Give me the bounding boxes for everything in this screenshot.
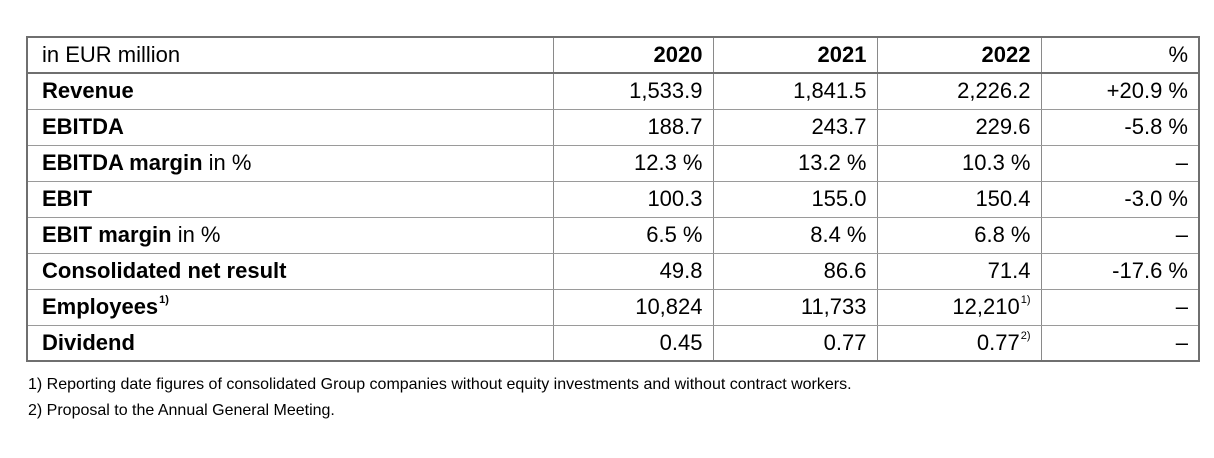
value-text: 0.77 bbox=[976, 329, 1020, 355]
financial-table-container: in EUR million 2020 2021 2022 % Revenue 1… bbox=[26, 36, 1200, 362]
value-text: 6.8 % bbox=[974, 222, 1031, 247]
value-text: 1,533.9 bbox=[629, 78, 703, 104]
value-2020: 0.45 bbox=[552, 325, 714, 362]
value-2020: 188.7 bbox=[552, 109, 714, 146]
key-figures-table: in EUR million 2020 2021 2022 % Revenue 1… bbox=[26, 36, 1200, 362]
table-row: EBIT margin in % 6.5 % 8.4 % 6.8 % – bbox=[26, 217, 1200, 254]
value-2021: 1,841.5 bbox=[712, 73, 878, 110]
table-row: Revenue 1,533.9 1,841.5 2,226.2 +20.9 % bbox=[26, 73, 1200, 110]
table-row: Dividend 0.45 0.77 0.772) – bbox=[26, 325, 1200, 362]
value-2021: 13.2 % bbox=[712, 145, 878, 182]
value-2021: 155.0 bbox=[712, 181, 878, 218]
value-2020: 6.5 % bbox=[552, 217, 714, 254]
value-2022: 71.4 bbox=[876, 253, 1042, 290]
value-2022: 2,226.2 bbox=[876, 73, 1042, 110]
value-text: 155.0 bbox=[811, 186, 867, 211]
year-header-2021: 2021 bbox=[712, 36, 878, 74]
row-label-cell: EBIT bbox=[26, 181, 554, 218]
value-text: 229.6 bbox=[975, 114, 1031, 139]
value-text: 71.4 bbox=[987, 258, 1031, 283]
table-body: Revenue 1,533.9 1,841.5 2,226.2 +20.9 % EBITD… bbox=[26, 73, 1200, 362]
row-label: Employees bbox=[42, 294, 159, 319]
value-text: 86.6 bbox=[823, 258, 867, 283]
table-row: EBITDA margin in % 12.3 % 13.2 % 10.3 % – bbox=[26, 145, 1200, 182]
value-text: 188.7 bbox=[647, 114, 703, 139]
value-2020: 100.3 bbox=[552, 181, 714, 218]
value-text: 1,841.5 bbox=[793, 78, 867, 104]
value-2022: 10.3 % bbox=[876, 145, 1042, 182]
value-2020: 10,824 bbox=[552, 289, 714, 326]
row-label: Dividend bbox=[42, 329, 135, 355]
table-row: EBITDA 188.7 243.7 229.6 -5.8 % bbox=[26, 109, 1200, 146]
change-percent: -5.8 % bbox=[1040, 109, 1200, 146]
row-label: EBIT bbox=[42, 186, 93, 211]
row-label-suffix: in % bbox=[202, 150, 252, 175]
row-label-cell: Consolidated net result bbox=[26, 253, 554, 290]
change-header: % bbox=[1040, 36, 1200, 74]
change-percent: – bbox=[1040, 145, 1200, 182]
row-label-cell: EBITDA bbox=[26, 109, 554, 146]
value-2022: 6.8 % bbox=[876, 217, 1042, 254]
value-text: 10,824 bbox=[635, 294, 703, 319]
value-text: 243.7 bbox=[811, 114, 867, 139]
change-percent: – bbox=[1040, 325, 1200, 362]
row-label-cell: EBITDA margin in % bbox=[26, 145, 554, 182]
value-2021: 11,733 bbox=[712, 289, 878, 326]
value-text: 11,733 bbox=[800, 294, 867, 319]
value-text: 0.77 bbox=[823, 329, 867, 355]
value-2021: 243.7 bbox=[712, 109, 878, 146]
value-text: 0.45 bbox=[659, 329, 703, 355]
change-percent: -3.0 % bbox=[1040, 181, 1200, 218]
footnote-marker: 1) bbox=[1020, 294, 1031, 306]
table-row: Consolidated net result 49.8 86.6 71.4 -17.6… bbox=[26, 253, 1200, 290]
footnote-marker: 2) bbox=[1020, 329, 1031, 342]
footnotes: 1) Reporting date figures of consolidate… bbox=[28, 372, 852, 424]
footnote-2: 2) Proposal to the Annual General Meetin… bbox=[28, 402, 335, 419]
value-2022: 12,2101) bbox=[876, 289, 1042, 326]
table-row: EBIT 100.3 155.0 150.4 -3.0 % bbox=[26, 181, 1200, 218]
change-percent: +20.9 % bbox=[1040, 73, 1200, 110]
row-label: Consolidated net result bbox=[42, 258, 287, 283]
value-text: 6.5 % bbox=[646, 222, 703, 247]
value-2021: 86.6 bbox=[712, 253, 878, 290]
value-text: 49.8 bbox=[659, 258, 703, 283]
row-label-suffix: in % bbox=[171, 222, 221, 247]
row-label: EBITDA margin bbox=[42, 150, 203, 175]
row-label-cell: Revenue bbox=[26, 73, 554, 110]
row-label: EBIT margin bbox=[42, 222, 172, 247]
year-header-2020: 2020 bbox=[552, 36, 714, 74]
row-label-cell: Dividend bbox=[26, 325, 554, 362]
value-2022: 0.772) bbox=[876, 325, 1042, 362]
value-2020: 12.3 % bbox=[552, 145, 714, 182]
table-row: Employees1) 10,824 11,733 12,2101) – bbox=[26, 289, 1200, 326]
table-header-row: in EUR million 2020 2021 2022 % bbox=[26, 36, 1200, 74]
value-text: 12.3 % bbox=[634, 150, 703, 175]
change-percent: -17.6 % bbox=[1040, 253, 1200, 290]
unit-label: in EUR million bbox=[26, 36, 554, 74]
value-text: 12,210 bbox=[952, 294, 1020, 319]
row-label-cell: EBIT margin in % bbox=[26, 217, 554, 254]
value-text: 8.4 % bbox=[810, 222, 867, 247]
value-text: 2,226.2 bbox=[957, 78, 1031, 104]
row-label: Revenue bbox=[42, 78, 134, 104]
year-header-2022: 2022 bbox=[876, 36, 1042, 74]
change-percent: – bbox=[1040, 289, 1200, 326]
value-2020: 1,533.9 bbox=[552, 73, 714, 110]
value-2020: 49.8 bbox=[552, 253, 714, 290]
value-2022: 150.4 bbox=[876, 181, 1042, 218]
footnote-marker: 1) bbox=[159, 294, 169, 306]
value-2021: 8.4 % bbox=[712, 217, 878, 254]
value-text: 10.3 % bbox=[962, 150, 1031, 175]
row-label-cell: Employees1) bbox=[26, 289, 554, 326]
value-text: 13.2 % bbox=[798, 150, 867, 175]
value-2021: 0.77 bbox=[712, 325, 878, 362]
value-text: 150.4 bbox=[975, 186, 1031, 211]
change-percent: – bbox=[1040, 217, 1200, 254]
row-label: EBITDA bbox=[42, 114, 124, 139]
value-2022: 229.6 bbox=[876, 109, 1042, 146]
footnote-1: 1) Reporting date figures of consolidate… bbox=[28, 376, 852, 393]
value-text: 100.3 bbox=[647, 186, 703, 211]
